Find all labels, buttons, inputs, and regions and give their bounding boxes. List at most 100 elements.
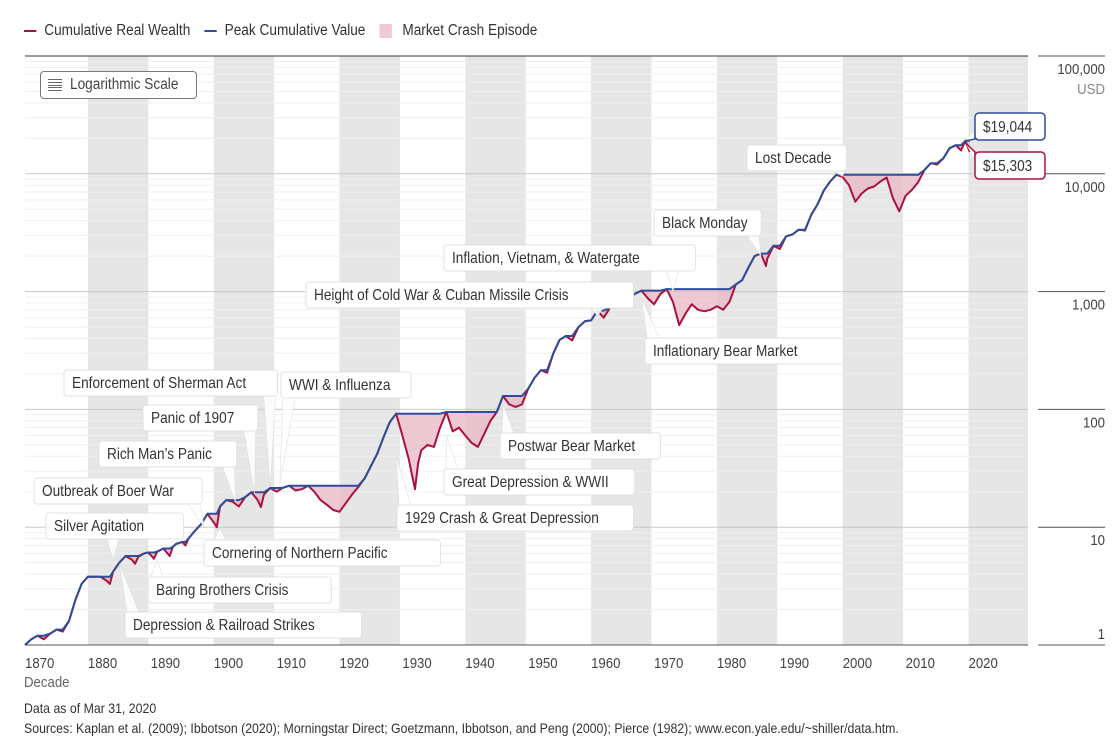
x-tick-label: 1880	[88, 654, 117, 671]
annotation-box	[98, 440, 238, 468]
decade-band	[591, 56, 652, 645]
x-tick-label: 1990	[780, 654, 809, 671]
log-scale-toggle[interactable]: Logarithmic Scale	[40, 71, 197, 99]
legend-label-crash: Market Crash Episode	[402, 22, 538, 39]
annotation-7: Baring Brothers Crisis	[147, 557, 332, 604]
legend-swatch-crash	[379, 24, 392, 38]
annotation-label: WWI & Influenza	[289, 377, 391, 394]
list-lines-icon	[48, 79, 62, 91]
annotation-12: Height of Cold War & Cuban Missile Crisi…	[305, 281, 635, 317]
x-tick-label: 1950	[528, 654, 557, 671]
annotation-box	[644, 337, 844, 365]
callout-label: $19,044	[983, 119, 1032, 136]
annotation-leader	[279, 397, 296, 485]
y-tick-label: 100,000	[1057, 60, 1105, 77]
legend-label-peak: Peak Cumulative Value	[224, 22, 366, 39]
annotation-0: Silver Agitation	[45, 512, 185, 561]
annotation-label: Depression & Railroad Strikes	[133, 617, 315, 634]
annotation-9: 1929 Crash & Great Depression	[395, 456, 634, 532]
annotation-label: Inflationary Bear Market	[653, 343, 798, 360]
annotation-label: Silver Agitation	[54, 518, 144, 535]
y-unit-label: USD	[1077, 80, 1105, 97]
y-tick-label: 100	[1083, 414, 1105, 431]
decade-band	[968, 56, 1028, 645]
annotation-label: 1929 Crash & Great Depression	[405, 510, 599, 527]
annotation-box	[63, 369, 279, 397]
decade-band	[842, 56, 904, 645]
y-tick-label: 1	[1098, 625, 1105, 642]
legend-swatch-peak	[204, 30, 217, 32]
sources-note: Sources: Kaplan et al. (2009); Ibbotson …	[24, 720, 899, 736]
annotation-leader	[445, 435, 459, 470]
annotation-box	[653, 209, 762, 237]
decade-band	[465, 56, 526, 645]
decade-band	[87, 56, 149, 645]
annotations: Silver Agitation Outbreak of Boer War Rich…	[33, 112, 1046, 639]
annotation-label: Postwar Bear Market	[508, 438, 635, 455]
legend-swatch-wealth	[24, 30, 37, 32]
annotation-15: Black Monday	[653, 209, 762, 258]
chart-legend: Cumulative Real Wealth Peak Cumulative V…	[24, 22, 551, 40]
annotation-box	[305, 281, 635, 309]
x-tick-label: 2010	[906, 654, 935, 671]
annotation-label: Rich Man’s Panic	[107, 446, 212, 463]
annotation-label: Baring Brothers Crisis	[156, 582, 288, 599]
annotation-label: Enforcement of Sherman Act	[72, 375, 246, 392]
legend-label-wealth: Cumulative Real Wealth	[44, 22, 191, 39]
legend-item-peak[interactable]: Peak Cumulative Value	[204, 22, 365, 40]
peak-value-callout: $19,044	[965, 112, 1046, 142]
annotation-box	[33, 477, 203, 505]
annotation-label: Panic of 1907	[151, 410, 234, 427]
annotation-14: Inflationary Bear Market	[641, 296, 844, 365]
data-as-of: Data as of Mar 31, 2020	[24, 700, 157, 716]
series-lines	[24, 139, 971, 646]
annotation-6: Depression & Railroad Strikes	[119, 563, 362, 639]
wealth-value-callout: $15,303	[964, 142, 1046, 180]
callout-label: $15,303	[983, 158, 1032, 175]
annotation-8: Cornering of Northern Pacific	[203, 527, 441, 567]
annotation-leader	[150, 557, 164, 578]
annotation-box	[443, 468, 636, 496]
annotation-label: Cornering of Northern Pacific	[212, 545, 388, 562]
annotation-label: Inflation, Vietnam, & Watergate	[452, 250, 640, 267]
annotation-label: Great Depression & WWII	[452, 474, 609, 491]
y-tick-label: 1,000	[1072, 296, 1105, 313]
x-tick-label: 1870	[25, 654, 54, 671]
callout-box	[974, 151, 1046, 180]
axes: 1 10 100 1,000 10,000 100,000 USD 1870 1880 1890 1…	[25, 55, 1105, 671]
annotation-box	[746, 144, 848, 172]
x-tick-label: 1940	[465, 654, 494, 671]
annotation-1: Outbreak of Boer War	[33, 477, 205, 528]
annotation-13: Inflation, Vietnam, & Watergate	[443, 244, 697, 293]
annotation-box	[142, 404, 259, 432]
x-tick-label: 2000	[843, 654, 872, 671]
x-axis-title: Decade	[24, 674, 70, 691]
annotation-3: Panic of 1907	[142, 404, 259, 495]
y-tick-label: 10,000	[1065, 178, 1105, 195]
annotation-box	[396, 504, 634, 532]
x-tick-label: 1900	[214, 654, 243, 671]
log-scale-label: Logarithmic Scale	[70, 76, 179, 93]
annotation-box	[443, 244, 697, 272]
x-tick-label: 1890	[151, 654, 180, 671]
annotation-label: Lost Decade	[755, 150, 831, 167]
x-tick-label: 1970	[654, 654, 683, 671]
annotation-box	[280, 371, 412, 399]
annotation-2: Rich Man’s Panic	[98, 440, 238, 504]
annotation-box	[499, 432, 661, 460]
peak-line	[24, 139, 970, 646]
annotation-leader	[187, 503, 205, 528]
callout-box	[974, 112, 1046, 141]
legend-item-crash[interactable]: Market Crash Episode	[379, 22, 537, 40]
x-tick-label: 2020	[969, 654, 998, 671]
annotation-11: Postwar Bear Market	[499, 404, 661, 460]
annotation-box	[203, 539, 441, 567]
annotation-10: Great Depression & WWII	[443, 435, 636, 496]
annotation-box	[45, 512, 185, 540]
annotation-label: Height of Cold War & Cuban Missile Crisi…	[314, 287, 569, 304]
x-tick-label: 1980	[717, 654, 746, 671]
annotation-label: Black Monday	[662, 215, 748, 232]
annotation-box	[124, 611, 362, 639]
legend-item-wealth[interactable]: Cumulative Real Wealth	[24, 22, 190, 40]
